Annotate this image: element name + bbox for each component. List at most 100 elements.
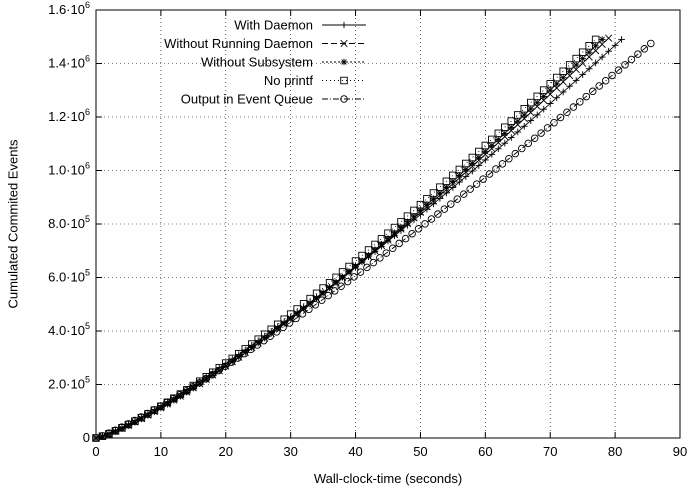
star-marker [449, 178, 457, 185]
square-marker [351, 257, 360, 265]
circle-marker [182, 387, 191, 395]
series-line [95, 43, 652, 439]
circle-marker [253, 341, 262, 349]
x-tick-label: 0 [92, 444, 99, 459]
star-marker [345, 268, 353, 275]
star-marker [340, 58, 348, 66]
square-marker [565, 61, 574, 69]
circle-marker [485, 170, 494, 178]
y-tick-label: 8.0·105 [48, 214, 90, 231]
square-marker [559, 67, 567, 76]
circle-marker [472, 180, 481, 188]
square-marker [416, 200, 425, 209]
square-marker [475, 147, 483, 156]
plus-marker [572, 77, 580, 84]
y-tick-label: 0 [83, 430, 90, 445]
star-marker [462, 166, 470, 173]
legend-item: With Daemon [234, 18, 366, 33]
square-marker [462, 159, 470, 168]
y-tick-exponent: 6 [85, 0, 90, 10]
x-tick-label: 80 [608, 444, 622, 459]
cross-marker [520, 114, 528, 123]
circle-marker [427, 215, 436, 223]
circle-marker [266, 332, 274, 341]
y-tick-mantissa: 4.0·10 [48, 323, 85, 338]
cross-marker [514, 121, 522, 129]
y-tick-label: 2.0·105 [48, 375, 90, 392]
square-marker [585, 42, 593, 50]
circle-marker [247, 345, 255, 354]
star-marker [404, 218, 411, 226]
circle-marker [227, 358, 236, 366]
plus-marker [501, 139, 509, 147]
square-marker [455, 165, 464, 174]
legend-label: With Daemon [234, 18, 313, 33]
circle-marker [550, 118, 558, 127]
circle-marker [324, 291, 332, 300]
square-marker [527, 98, 535, 107]
circle-marker [318, 296, 326, 304]
plus-marker [605, 47, 612, 55]
circle-marker [389, 244, 397, 253]
circle-marker [292, 314, 300, 323]
star-marker [579, 55, 586, 62]
y-tick-mantissa: 1.6·10 [48, 2, 85, 17]
star-marker [391, 229, 398, 237]
square-marker [436, 183, 444, 191]
circle-marker [330, 287, 339, 295]
x-tick-label: 20 [219, 444, 233, 459]
circle-marker [634, 50, 642, 58]
plus-marker [579, 71, 586, 78]
circle-marker [130, 416, 139, 425]
circle-marker [382, 249, 391, 257]
circle-marker [350, 273, 358, 281]
circle-marker [608, 71, 616, 80]
circle-marker [137, 413, 145, 421]
y-tick-label: 1.0·106 [48, 161, 90, 178]
circle-marker [156, 402, 165, 410]
circle-marker [272, 328, 281, 336]
x-tick-label: 60 [478, 444, 492, 459]
legend-label: Without Subsystem [201, 55, 313, 70]
square-marker [371, 240, 379, 249]
circle-marker [440, 205, 449, 213]
star-marker [546, 86, 554, 94]
circle-marker [543, 124, 552, 132]
y-tick-exponent: 5 [85, 321, 90, 331]
plus-marker [507, 134, 515, 141]
plus-marker [488, 151, 496, 158]
y-tick-label: 6.0·105 [48, 268, 90, 285]
star-marker [592, 42, 599, 50]
legend-label: No printf [264, 73, 314, 88]
y-tick-label: 4.0·105 [48, 321, 90, 338]
plus-marker [540, 105, 548, 113]
y-tick-exponent: 6 [85, 161, 90, 171]
circle-marker [124, 420, 133, 428]
circle-marker [195, 379, 203, 387]
square-marker [429, 189, 438, 197]
circle-marker [524, 139, 532, 148]
square-marker [254, 335, 262, 343]
circle-marker [189, 383, 197, 391]
square-marker [286, 310, 295, 318]
square-marker [319, 284, 327, 292]
series-layer [92, 34, 655, 442]
circle-marker [640, 45, 649, 53]
square-marker [280, 315, 288, 323]
circle-marker [214, 366, 223, 375]
circle-marker [221, 362, 229, 371]
circle-marker [537, 129, 545, 137]
square-marker [449, 171, 457, 180]
square-marker [514, 111, 522, 119]
circle-marker [505, 155, 513, 163]
plus-marker [559, 88, 567, 96]
circle-marker [305, 305, 313, 314]
circle-marker [356, 268, 365, 276]
star-marker [384, 235, 392, 242]
plus-marker [482, 156, 489, 164]
plus-marker [598, 53, 606, 61]
square-marker [494, 129, 503, 138]
plus-marker [443, 189, 450, 197]
plus-marker [340, 21, 348, 29]
